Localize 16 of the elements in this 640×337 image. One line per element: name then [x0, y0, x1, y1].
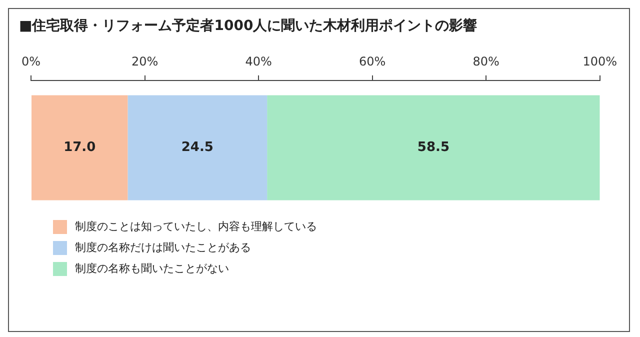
- data-label: 58.5: [417, 140, 450, 156]
- x-tick-label: 60%: [358, 54, 386, 68]
- x-tick-label: 80%: [472, 54, 500, 68]
- data-label: 24.5: [181, 140, 214, 156]
- bar: [128, 95, 268, 200]
- x-tick-label: 100%: [582, 54, 618, 68]
- bar: [267, 95, 600, 200]
- chart-title: ■住宅取得・リフォーム予定者1000人に聞いた木材利用ポイントの影響: [18, 16, 478, 36]
- bar: [32, 95, 128, 200]
- legend-label: 制度の名称も聞いたことがない: [75, 261, 229, 276]
- x-tick-label: 0%: [21, 54, 41, 68]
- legend-label: 制度のことは知っていたし、内容も理解している: [75, 219, 317, 234]
- x-tick-label: 20%: [131, 54, 158, 68]
- data-label: 17.0: [64, 140, 96, 156]
- legend-label: 制度の名称だけは聞いたことがある: [75, 240, 251, 255]
- x-tick-label: 40%: [245, 54, 272, 68]
